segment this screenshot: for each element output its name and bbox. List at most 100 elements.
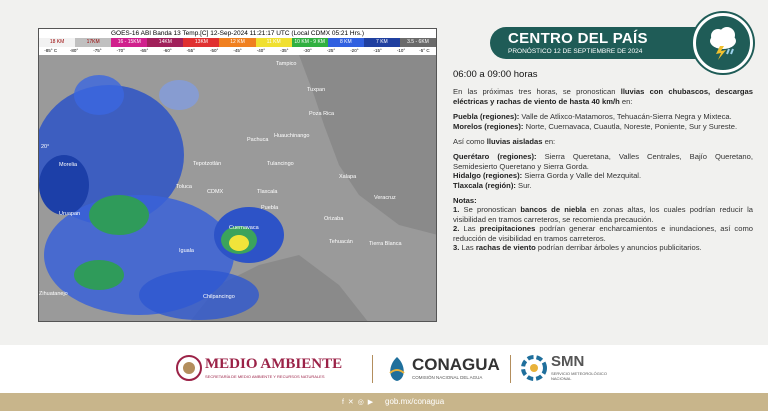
city-label: CDMX [207,189,224,195]
satellite-map: GOES-16 ABI Banda 13 Temp.[C] 12-Sep-202… [38,28,437,322]
temp-label: -30° [303,48,312,53]
header-title: CENTRO DEL PAÍS [508,30,648,47]
weather-icon [693,13,753,73]
city-label: Poza Rica [309,111,335,117]
note-text: podrían derribar árboles y anuncios publ… [535,243,702,253]
note-text: en zonas altas, los cuales podrían reduc… [453,205,753,224]
city-label: Xalapa [339,174,357,180]
temp-label: -35° [280,48,289,53]
smn-logo [521,355,547,381]
temp-label: -10° [396,48,406,53]
temp-scale: -85° C -80° -75° -70° -65° -60° -55° -50° -45° -4… [39,47,436,55]
header-subtitle: PRONÓSTICO 12 DE SEPTIEMBRE DE 2024 [508,48,643,55]
note-text: 2. [453,224,460,234]
height-label: 17KM [75,38,112,47]
height-label: 16 - 15KM [111,38,148,47]
city-label: Puebla [261,205,279,211]
temp-label: -20° [350,48,359,53]
temp-label: -50° [210,48,219,53]
note-text: Las [459,224,480,234]
intro: En las próximas tres horas, se pronostic… [453,87,753,106]
smn-sub: SERVICIO METEOROLÓGICO NACIONAL [551,371,607,381]
region: Querétaro (regiones): Sierra Queretana, … [453,152,753,171]
also: Así como lluvias aisladas en: [453,137,753,146]
height-label: 13KM [183,38,220,47]
temp-label: -75° [93,48,102,53]
divider [372,355,373,383]
temp-label: -70° [116,48,125,53]
footer: MEDIO AMBIENTE SECRETARÍA DE MEDIO AMBIE… [0,345,768,393]
temp-label: -60° [163,48,172,53]
region-label: Puebla (regiones): [453,112,520,122]
text: en: [619,96,633,106]
height-label: 14KM [147,38,184,47]
temp-label: -65° [139,48,149,53]
city-label: Tierra Blanca [369,241,402,247]
region: Puebla (regiones): Valle de Atlixco-Mata… [453,112,753,121]
note-text: Se pronostican [459,205,521,215]
satellite-image [39,55,436,321]
region-text: Sur. [518,180,532,190]
notes-title: Notas: [453,196,477,206]
semarnat: MEDIO AMBIENTE [205,356,343,372]
semarnat-sub: SECRETARÍA DE MEDIO AMBIENTE Y RECURSOS … [205,374,325,379]
city-label: Orizaba [324,216,344,222]
region: Hidalgo (regiones): Sierra Gorda y Valle… [453,171,753,180]
city-label: Chilpancingo [203,294,235,300]
note-text: 3. [453,243,460,253]
temp-label: -80° [69,48,79,53]
city-label: Tlaxcala [257,189,278,195]
bottom-strip: f ✕ ◎ ▶ gob.mx/conagua [0,393,768,411]
temp-label: -5° C [419,48,430,53]
temp-label: -85° C [44,48,58,53]
height-label: 3.5 - 6KM [399,38,436,47]
city-label: Pachuca [247,137,269,143]
header: CENTRO DEL PAÍS PRONÓSTICO 12 DE SEPTIEM… [490,27,712,59]
city-label: Tehuacán [329,239,353,245]
height-label: 18 KM [39,38,76,47]
height-label: 10 KM - 9 KM [291,38,328,47]
city-label: Tampico [276,61,297,67]
text: lluvias aisladas [486,137,543,147]
region: Morelos (regiones): Norte, Cuernavaca, C… [453,122,753,131]
note-text: precipitaciones [479,224,536,234]
text: en: [542,137,556,147]
icon-svg [710,27,736,60]
note-text: Las [459,243,476,253]
region-label: Querétaro (regiones): [453,152,537,162]
text: lluvias con chubascos, descargas eléctri… [453,87,753,106]
region-text: Sierra Queretana, Valles Centrales, Bají… [453,152,753,171]
social-icons: f ✕ ◎ ▶ [342,399,375,406]
city-label: Tulancingo [267,161,294,167]
semarnat-logo [176,355,202,381]
smn: SMN [551,353,585,370]
satellite-title: GOES-16 ABI Banda 13 Temp.[C] 12-Sep-202… [39,29,436,38]
conagua-logo [389,357,405,381]
height-label: 8 KM [327,38,364,47]
isolated: Querétaro (regiones): Sierra Queretana, … [453,152,753,190]
latitude-label: 20° [41,144,50,150]
temp-label: -55° [186,48,195,53]
city-label: Cuernavaca [229,225,259,231]
note: 2. Las precipitaciones podrían generar e… [453,224,753,243]
conagua: CONAGUA [412,355,500,374]
city-label: Tuxpan [307,87,326,93]
height-scale: 18 KM 17KM 16 - 15KM 14KM 13KM 12 KM 11 KM 10 K… [39,38,436,47]
region-text: Norte, Cuernavaca, Cuautla, Noreste, Pon… [525,121,738,131]
temp-label: -25° [326,48,336,53]
region-label: Morelos (regiones): [453,121,524,131]
note: 3. Las rachas de viento podrían derribar… [453,243,753,252]
city-label: Toluca [176,184,192,190]
height-label: 12 KM [219,38,256,47]
notes-list: 1. Se pronostican bancos de niebla en zo… [453,205,753,252]
height-label: 7 KM [363,38,400,47]
forecast-text: 06:00 a 09:00 horas En las próximas tres… [453,70,753,253]
note-text: 1. [453,205,460,215]
note: 1. Se pronostican bancos de niebla en zo… [453,205,753,224]
text: En las próximas tres horas, se pronostic… [453,87,621,97]
city-label: Tepotzotlán [193,161,222,167]
height-label: 11 KM [255,38,292,47]
temp-label: -40° [256,48,266,53]
city-label: Iguala [179,248,194,254]
text: Así como [453,137,487,147]
